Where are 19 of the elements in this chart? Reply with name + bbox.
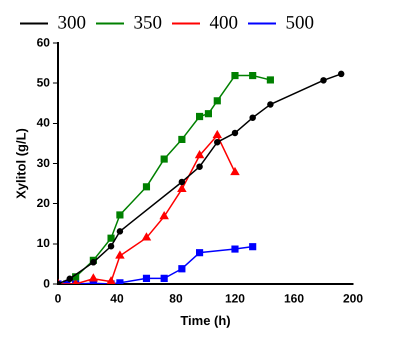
legend-label: 350 [134,12,162,34]
legend-label: 500 [286,12,314,34]
y-tick-label: 50 [36,75,50,90]
y-tick-label: 10 [36,236,50,250]
x-axis-title: Time (h) [180,312,231,328]
y-tick-label: 40 [36,116,50,130]
x-tick-label: 80 [169,292,183,306]
legend-label: 400 [210,12,238,34]
y-tick-label: 0 [43,276,50,290]
y-tick-label: 30 [36,156,50,170]
x-tick-label: 40 [110,292,124,306]
y-tick-label: 60 [36,35,50,50]
x-tick-label: 160 [284,292,304,306]
y-axis-title: Xylitol (g/L) [13,128,28,199]
x-tick-label: 0 [54,292,62,306]
legend-label: 300 [58,12,86,34]
x-tick-label: 120 [224,292,246,306]
x-tick-label: 200 [342,292,364,306]
y-tick-label: 20 [36,196,50,210]
